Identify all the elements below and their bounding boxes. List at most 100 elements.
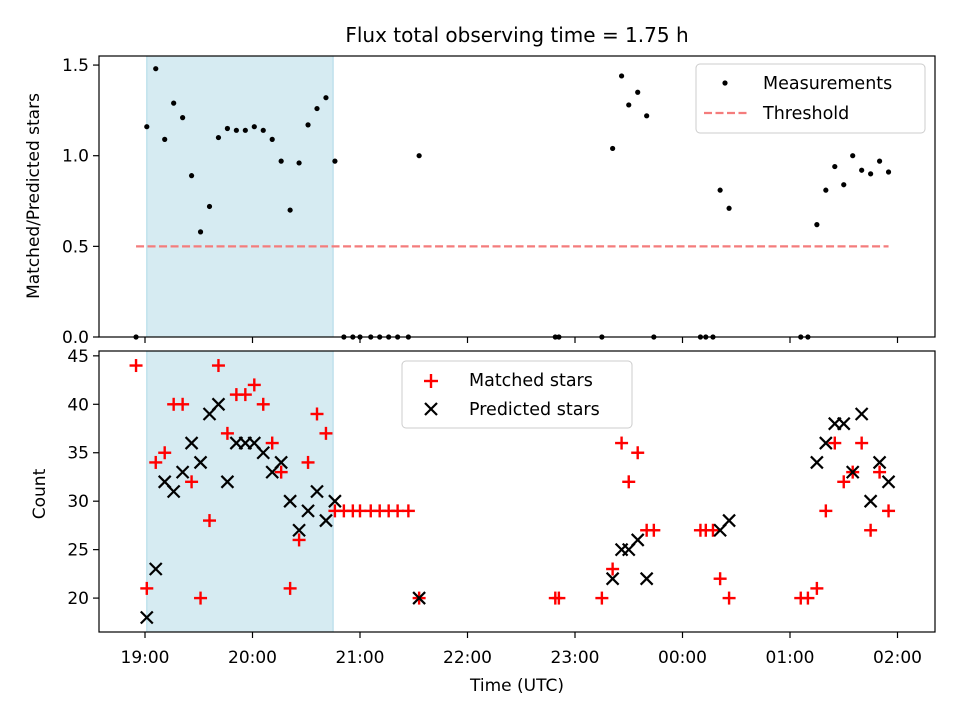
measurement-point (717, 187, 723, 193)
predicted-star-point (292, 523, 306, 538)
measurement-point (885, 169, 892, 175)
y-tick-label: 0.5 (62, 237, 89, 257)
measurement-point (233, 127, 239, 133)
y-tick-label: 40 (67, 395, 89, 415)
measurement-point (296, 160, 302, 166)
matched-star-point (552, 591, 566, 605)
predicted-star-point (166, 484, 181, 499)
x-tick-label: 20:00 (228, 648, 277, 668)
legend-matched-label: Matched stars (469, 371, 593, 391)
measurement-point (868, 171, 874, 177)
predicted-star-point (845, 465, 860, 479)
matched-star-point (595, 591, 609, 605)
matched-star-point (292, 533, 306, 547)
measurement-point (416, 153, 422, 159)
predicted-star-point (140, 610, 154, 625)
matched-star-point (283, 581, 297, 595)
measurement-point (287, 207, 293, 213)
matched-star-point (211, 359, 225, 373)
predicted-star-point (220, 475, 235, 489)
measurement-point (180, 115, 186, 121)
top-y-axis-label: Matched/Predicted stars (24, 93, 44, 299)
matched-star-point (301, 455, 315, 469)
legend-predicted-label: Predicted stars (469, 400, 600, 420)
bottom-series (129, 359, 896, 625)
measurement-point (850, 153, 856, 159)
x-tick-label: 22:00 (443, 648, 492, 668)
matched-star-point (706, 523, 720, 537)
measurement-point (859, 167, 865, 173)
measurement-point (278, 158, 284, 164)
top-legend: Measurements Threshold (695, 63, 926, 134)
matched-star-point (819, 504, 833, 518)
matched-star-point (882, 504, 896, 518)
matched-star-point (176, 397, 190, 411)
y-tick-label: 0.0 (62, 328, 89, 348)
x-tick-label: 02:00 (873, 648, 922, 668)
predicted-star-point (872, 455, 887, 470)
measurement-point (171, 100, 177, 106)
matched-star-point (274, 465, 288, 479)
predicted-star-point (148, 562, 163, 576)
x-tick-label: 21:00 (336, 648, 385, 668)
matched-star-point (801, 591, 815, 605)
measurement-point (823, 187, 829, 193)
predicted-star-point (193, 455, 208, 470)
y-tick-label: 30 (67, 492, 89, 512)
y-tick-label: 1.5 (62, 56, 89, 76)
x-tick-label: 00:00 (658, 648, 707, 668)
predicted-star-point (310, 484, 324, 499)
x-tick-label: 23:00 (551, 648, 600, 668)
matched-star-point (158, 446, 172, 460)
measurement-point (618, 73, 625, 79)
predicted-star-point (274, 455, 288, 470)
measurement-point (610, 145, 616, 152)
measurement-point (144, 124, 150, 130)
top-panel: 0.0 0.5 1.0 1.5 Matched/Predicted stars Mea… (24, 55, 936, 348)
predicted-star-point (639, 571, 654, 586)
predicted-star-point (184, 436, 199, 450)
top-y-axis: 0.0 0.5 1.0 1.5 (62, 56, 99, 348)
matched-star-point (256, 397, 270, 411)
measurement-point (644, 113, 650, 119)
predicted-star-point (256, 445, 271, 460)
bottom-legend: Matched stars Predicted stars (401, 360, 633, 429)
predicted-star-point (722, 513, 736, 528)
matched-star-point (622, 475, 636, 489)
measurement-point (242, 127, 248, 133)
measurement-point (841, 182, 847, 188)
matched-star-point (864, 523, 878, 537)
predicted-star-point (301, 504, 315, 518)
matched-star-point (810, 581, 824, 595)
x-tick-label: 01:00 (766, 648, 815, 668)
measurement-point (332, 158, 338, 164)
predicted-star-point (630, 533, 645, 547)
legend-measurements-marker (722, 80, 728, 86)
measurement-point (314, 105, 320, 112)
measurement-point (726, 205, 732, 211)
bottom-y-axis: 20 25 30 35 40 45 (67, 347, 99, 609)
measurement-point (215, 134, 222, 141)
measurement-point (626, 102, 632, 108)
matched-star-point (149, 455, 163, 469)
matched-star-point (194, 591, 208, 605)
measurement-point (162, 136, 168, 142)
measurement-point (224, 125, 231, 132)
y-tick-label: 35 (67, 444, 89, 464)
x-tick-label: 19:00 (121, 648, 170, 668)
y-tick-label: 45 (67, 347, 89, 367)
top-shaded-region (146, 55, 334, 338)
measurement-point (206, 203, 213, 210)
measurement-point (832, 163, 838, 170)
predicted-star-point (810, 455, 824, 470)
matched-star-point (220, 426, 234, 440)
matched-star-point (185, 475, 199, 489)
measurement-point (814, 222, 820, 228)
bottom-shaded-region (146, 350, 334, 633)
matched-star-point (722, 591, 736, 605)
legend-matched-marker (424, 374, 438, 388)
matched-star-point (238, 388, 252, 402)
matched-star-point (855, 436, 869, 450)
predicted-star-point (283, 494, 297, 508)
